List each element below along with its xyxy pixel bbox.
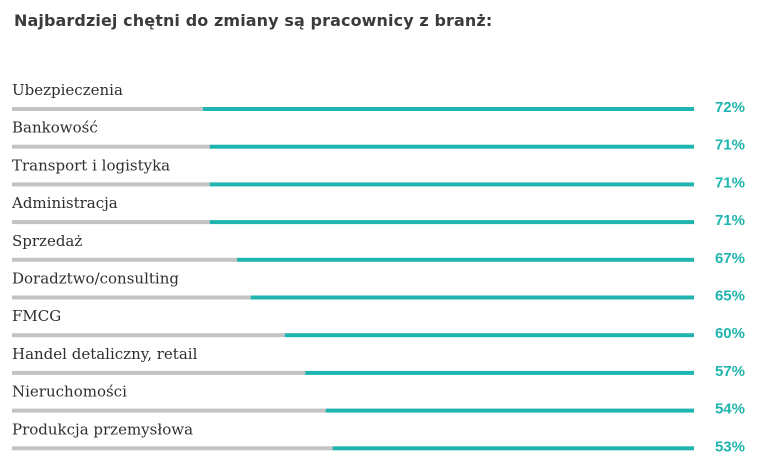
bar-track — [12, 107, 203, 111]
value-label: 65% — [715, 288, 745, 305]
bar — [237, 257, 694, 262]
category-label: Ubezpieczenia — [12, 81, 123, 99]
value-label: 57% — [715, 363, 745, 380]
chart-title: Najbardziej chętni do zmiany są pracowni… — [14, 11, 493, 30]
bar-track — [12, 144, 210, 149]
bar-track — [12, 295, 251, 300]
category-label: Doradztwo/consulting — [12, 270, 179, 288]
value-label: 71% — [715, 212, 745, 229]
category-label: Handel detaliczny, retail — [12, 345, 198, 363]
value-label: 54% — [715, 401, 745, 418]
bar — [305, 370, 694, 375]
value-label: 60% — [715, 325, 745, 342]
category-label: Nieruchomości — [12, 383, 127, 401]
value-label: 67% — [715, 250, 745, 267]
bar — [325, 408, 694, 413]
bar-track — [12, 408, 326, 413]
value-label: 71% — [715, 137, 745, 154]
bar-track — [12, 333, 285, 338]
bar-track — [12, 182, 210, 187]
value-label: 71% — [715, 174, 745, 191]
bar-track — [12, 220, 210, 225]
value-label: 53% — [715, 438, 745, 455]
bar-track — [12, 257, 238, 262]
bar — [284, 333, 694, 338]
bar-track — [12, 446, 333, 451]
category-label: Sprzedaż — [12, 232, 82, 250]
bar — [209, 182, 694, 187]
bar — [209, 220, 694, 225]
value-label: 72% — [715, 99, 745, 116]
category-label: FMCG — [12, 307, 61, 325]
bar — [250, 295, 694, 300]
category-label: Administracja — [11, 194, 118, 212]
category-label: Bankowość — [12, 119, 98, 137]
category-label: Transport i logistyka — [12, 156, 170, 174]
category-label: Produkcja przemysłowa — [12, 420, 193, 438]
bar — [209, 144, 694, 149]
bar — [332, 446, 694, 451]
bar-track — [12, 370, 306, 375]
bar — [202, 107, 694, 111]
